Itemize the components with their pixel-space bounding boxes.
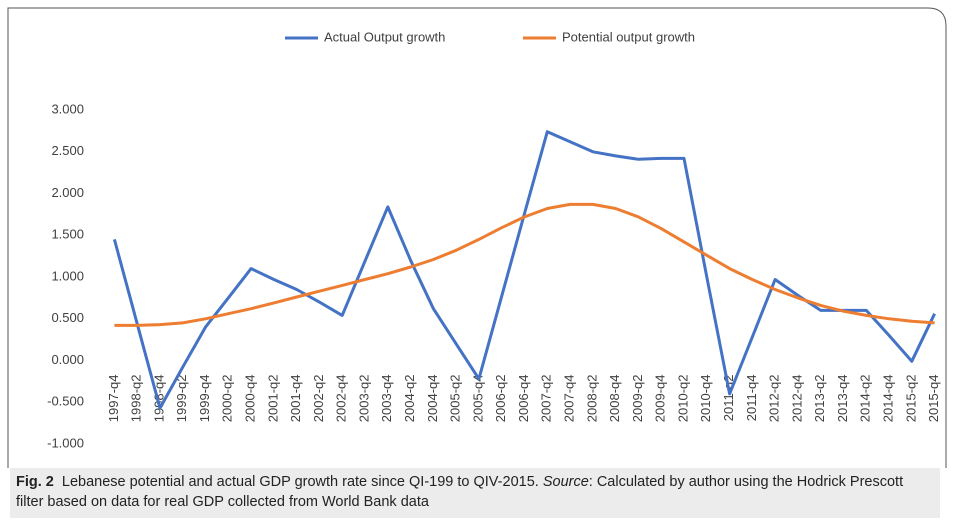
x-tick-label: 2008-q2	[584, 375, 599, 423]
x-tick-label: 2013-q2	[812, 375, 827, 423]
x-tick-label: 2005-q4	[470, 375, 485, 423]
x-tick-label: 2010-q4	[698, 375, 713, 423]
x-tick-label: 2009-q2	[630, 375, 645, 423]
figure-label: Fig. 2	[16, 474, 54, 490]
x-tick-label: 2005-q2	[448, 375, 463, 423]
x-tick-label: 2007-q4	[562, 375, 577, 423]
y-tick-label: 1.500	[51, 227, 84, 242]
series-line	[114, 202, 935, 327]
x-tick-label: 1998-q2	[129, 375, 144, 423]
y-tick-label: 3.000	[51, 101, 84, 116]
x-tick-label: 2010-q2	[675, 375, 690, 423]
chart: -1.000 -0.500 0.000 0.500 1.000 1.500 2.000 2.5…	[7, 7, 947, 468]
y-tick-label: 2.500	[51, 143, 84, 158]
x-tick-label: 2000-q4	[243, 375, 258, 423]
x-tick-label: 2012-q2	[767, 375, 782, 423]
x-tick-label: 2006-q2	[493, 374, 508, 422]
legend-label: Potential output growth	[562, 29, 695, 44]
x-tick-label: 2014-q4	[880, 375, 895, 423]
y-tick-label: -1.000	[47, 435, 84, 450]
legend-label: Actual Output growth	[324, 29, 445, 44]
x-tick-label: 2003-q4	[379, 375, 394, 423]
x-tick-label: 2000-q2	[220, 375, 235, 423]
x-tick-label: 2011-q4	[744, 375, 759, 422]
y-tick-label: 2.000	[51, 185, 84, 200]
y-tick-label: 1.000	[51, 268, 84, 283]
source-label: Source	[542, 474, 589, 490]
x-tick-label: 2006-q4	[516, 375, 531, 423]
x-tick-label: 2001-q4	[288, 375, 303, 423]
x-tick-label: 2004-q4	[425, 375, 440, 423]
x-tick-label: 2004-q2	[402, 375, 417, 423]
x-tick-label: 2014-q2	[858, 375, 873, 423]
x-tick-label: 2013-q4	[835, 375, 850, 423]
x-tick-label: 2012-q4	[789, 375, 804, 423]
frame	[7, 7, 947, 468]
y-tick-label: 0.500	[51, 310, 84, 325]
y-tick-label: 0.000	[51, 352, 84, 367]
y-tick-label: -0.500	[47, 394, 84, 409]
x-tick-label: 2001-q2	[265, 375, 280, 423]
x-tick-label: 2008-q4	[607, 375, 622, 423]
x-tick-label: 2002-q4	[334, 375, 349, 423]
source-text: : Calculated by author using the Hodrick…	[16, 474, 904, 510]
x-tick-label: 2015-q2	[903, 375, 918, 423]
x-tick-label: 2015-q4	[926, 375, 941, 423]
x-tick-label: 2003-q2	[356, 375, 371, 423]
x-tick-label: 1999-q4	[197, 375, 212, 423]
series-line	[112, 130, 936, 410]
caption-text: Lebanese potential and actual GDP growth…	[61, 474, 543, 490]
caption: Fig. 2 Lebanese potential and actual GDP …	[10, 468, 940, 518]
x-tick-label: 2002-q2	[311, 375, 326, 423]
x-tick-label: 1997-q4	[106, 375, 121, 423]
x-tick-label: 2007-q2	[539, 375, 554, 423]
x-tick-label: 1999-q2	[174, 375, 189, 423]
x-tick-label: 2009-q4	[653, 375, 668, 423]
